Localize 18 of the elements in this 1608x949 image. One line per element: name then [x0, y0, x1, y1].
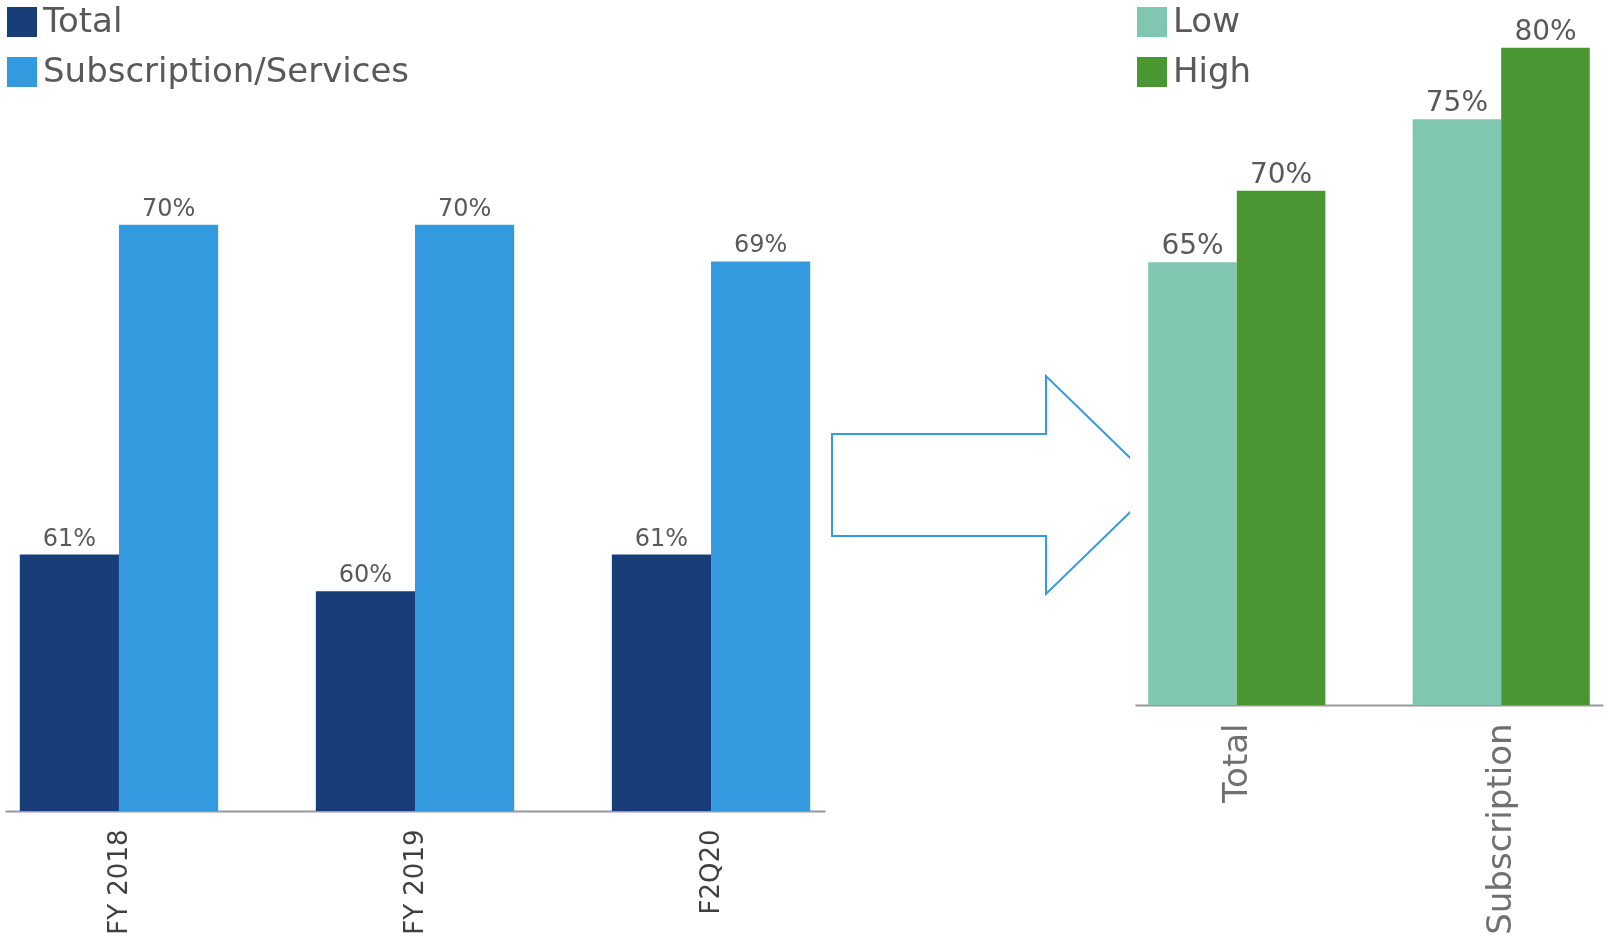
legend-label: Subscription/Services [43, 50, 410, 90]
legend-label: Low [1173, 0, 1240, 40]
x-tick-label: F2Q20 [695, 829, 726, 915]
data-label: 80% [1514, 13, 1577, 47]
data-label: 61% [634, 523, 689, 552]
data-label: 65% [1161, 228, 1224, 262]
x-tick-label: Subscription [1479, 723, 1520, 935]
data-label: 70% [437, 193, 492, 222]
legend-label: Total [42, 0, 123, 40]
data-label: 70% [1249, 156, 1313, 190]
data-label: 70% [141, 193, 196, 222]
data-label: 60% [338, 560, 393, 589]
data-label: 69% [733, 230, 788, 259]
data-label: 61% [42, 523, 97, 552]
data-label: 75% [1425, 85, 1489, 119]
legend-label: High [1173, 50, 1252, 90]
x-tick-label: FY 2018 [102, 829, 133, 935]
x-tick-label: FY 2019 [399, 829, 429, 935]
